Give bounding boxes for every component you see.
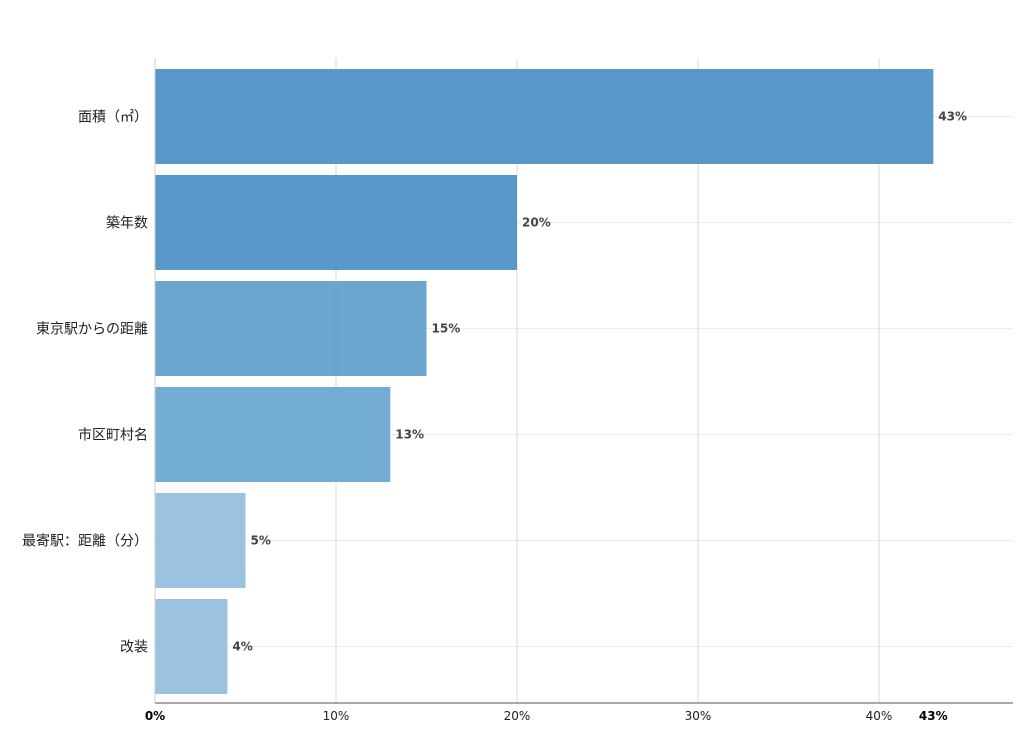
bars-layer [155, 69, 934, 694]
category-label-0: 面積（㎡） [78, 110, 148, 126]
value-label-3: 13% [395, 428, 424, 442]
value-label-5: 4% [232, 640, 252, 654]
bar-0 [155, 69, 934, 164]
value-label-0: 43% [938, 110, 967, 124]
value-label-2: 15% [432, 322, 461, 336]
bar-4 [155, 493, 246, 588]
x-tick-label-2: 20% [504, 709, 531, 723]
labels-layer: 43% 面積（㎡） 20% 築年数 15% 東京駅からの距離 13% 市区町村名 5% 最寄駅：距… [22, 110, 967, 656]
x-tick-label-4: 40% [866, 709, 893, 723]
bar-3 [155, 387, 391, 482]
x-tick-label-1: 10% [323, 709, 350, 723]
x-tick-label-5: 43% [919, 709, 948, 723]
bar-1 [155, 175, 517, 270]
axis-layer: 0% 10% 20% 30% 40% 43% [145, 58, 1013, 723]
value-label-1: 20% [522, 216, 551, 230]
category-label-5: 改装 [120, 640, 148, 656]
bar-5 [155, 599, 228, 694]
category-label-4: 最寄駅：距離（分） [22, 533, 148, 550]
x-tick-label-0: 0% [145, 709, 165, 723]
category-label-3: 市区町村名 [78, 427, 148, 444]
category-label-1: 築年数 [106, 216, 148, 232]
value-label-4: 5% [251, 534, 271, 548]
x-tick-label-3: 30% [685, 709, 712, 723]
bar-2 [155, 281, 427, 376]
category-label-2: 東京駅からの距離 [36, 321, 148, 338]
